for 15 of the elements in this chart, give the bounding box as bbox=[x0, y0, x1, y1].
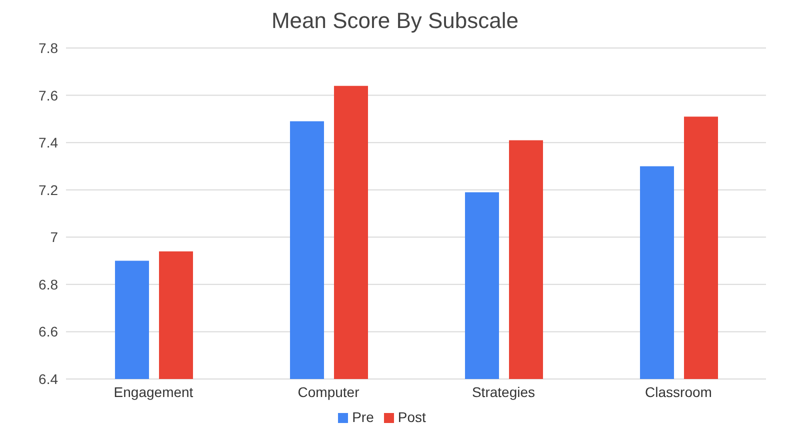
y-tick-label: 7.4 bbox=[38, 134, 58, 151]
y-tick-label: 7.2 bbox=[38, 182, 58, 198]
y-tick-label: 6.4 bbox=[38, 370, 58, 387]
y-tick-label: 7.8 bbox=[38, 40, 58, 56]
x-tick-label: Computer bbox=[298, 384, 360, 400]
y-tick-label: 6.8 bbox=[38, 276, 58, 292]
y-tick-label: 7.6 bbox=[38, 87, 58, 104]
x-tick-label: Engagement bbox=[114, 384, 194, 400]
legend-label: Post bbox=[398, 409, 426, 425]
chart-title: Mean Score By Subscale bbox=[270, 8, 520, 34]
y-tick-label: 6.6 bbox=[38, 324, 58, 340]
x-tick-label: Classroom bbox=[645, 384, 712, 400]
legend-label: Pre bbox=[352, 409, 374, 425]
x-tick-label: Strategies bbox=[472, 384, 536, 400]
y-tick-label: 7 bbox=[50, 229, 58, 246]
